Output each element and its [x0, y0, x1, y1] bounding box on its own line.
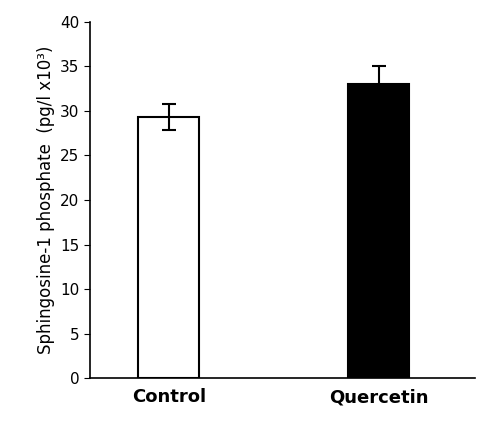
Bar	[348, 84, 410, 378]
Y-axis label: Sphingosine-1 phosphate  (pg/l x10³): Sphingosine-1 phosphate (pg/l x10³)	[36, 46, 54, 354]
Bar	[138, 117, 200, 378]
